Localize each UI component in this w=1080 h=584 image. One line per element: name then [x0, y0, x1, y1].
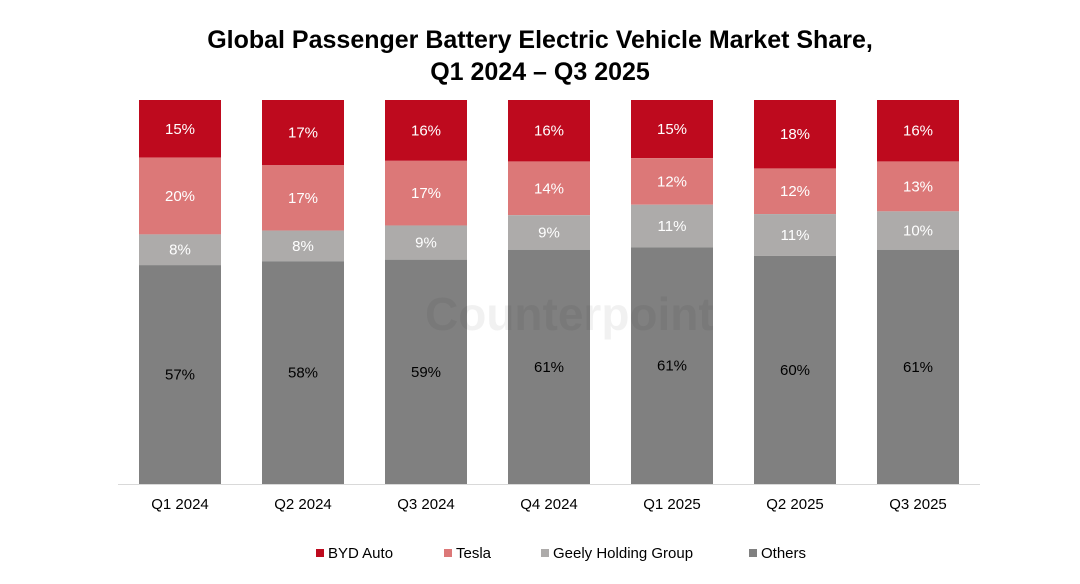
data-label: 15%	[657, 121, 687, 138]
x-tick-label: Q4 2024	[520, 496, 578, 513]
data-label: 16%	[534, 123, 564, 140]
data-label: 61%	[903, 359, 933, 376]
bar-segment-geely-holding-group	[262, 230, 344, 262]
legend-swatch	[316, 549, 324, 557]
data-label: 10%	[903, 223, 933, 240]
bar-segment-tesla	[508, 161, 590, 216]
data-label: 14%	[534, 180, 564, 197]
data-label: 20%	[165, 188, 195, 205]
data-label: 57%	[165, 367, 195, 384]
data-label: 9%	[538, 224, 560, 241]
data-label: 9%	[415, 235, 437, 252]
x-tick-label: Q2 2024	[274, 496, 332, 513]
bar-segment-geely-holding-group	[754, 214, 836, 256]
data-label: 17%	[288, 190, 318, 207]
bar-segment-tesla	[877, 161, 959, 212]
bar-segment-geely-holding-group	[508, 215, 590, 250]
bar-segment-tesla	[385, 160, 467, 226]
bar-segment-others	[754, 255, 836, 484]
data-label: 12%	[657, 173, 687, 190]
data-label: 8%	[169, 242, 191, 259]
bar-segment-tesla	[631, 158, 713, 205]
bar-segment-byd-auto	[139, 100, 221, 158]
data-label: 17%	[411, 185, 441, 202]
bar-segment-geely-holding-group	[631, 204, 713, 248]
bar-segment-byd-auto	[508, 100, 590, 162]
x-tick-label: Q3 2024	[397, 496, 455, 513]
data-label: 15%	[165, 121, 195, 138]
bar-segment-byd-auto	[262, 100, 344, 166]
bar-segment-byd-auto	[877, 100, 959, 162]
data-label: 61%	[534, 359, 564, 376]
x-tick-label: Q3 2025	[889, 496, 947, 513]
data-label: 61%	[657, 358, 687, 375]
bar-segment-others	[508, 249, 590, 484]
data-label: 58%	[288, 365, 318, 382]
bar-segment-others	[877, 249, 959, 484]
chart-title: Global Passenger Battery Electric Vehicl…	[207, 26, 873, 54]
data-label: 11%	[658, 218, 687, 235]
data-label: 11%	[781, 227, 810, 244]
bar-segment-geely-holding-group	[877, 211, 959, 250]
bar-segment-tesla	[262, 165, 344, 231]
legend-label: Geely Holding Group	[553, 545, 693, 562]
data-label: 13%	[903, 178, 933, 195]
legend-label: Tesla	[456, 545, 492, 562]
data-label: 12%	[780, 183, 810, 200]
bar-segment-geely-holding-group	[385, 225, 467, 260]
watermark-logo: Counterpoint	[425, 288, 714, 340]
bar-segment-byd-auto	[631, 100, 713, 159]
bar-segment-others	[385, 259, 467, 484]
legend-swatch	[749, 549, 757, 557]
legend-label: Others	[761, 545, 806, 562]
legend-label: BYD Auto	[328, 545, 393, 562]
data-label: 16%	[411, 122, 441, 139]
data-label: 8%	[292, 238, 314, 255]
bar-segment-tesla	[754, 168, 836, 215]
data-label: 16%	[903, 123, 933, 140]
x-tick-label: Q1 2024	[151, 496, 209, 513]
bar-segment-byd-auto	[754, 100, 836, 169]
x-tick-label: Q2 2025	[766, 496, 824, 513]
x-tick-label: Q1 2025	[643, 496, 701, 513]
data-label: 18%	[780, 126, 810, 143]
bar-segment-tesla	[139, 157, 221, 235]
data-label: 60%	[780, 362, 810, 379]
bar-segment-others	[139, 265, 221, 484]
bar-segment-others	[631, 247, 713, 484]
legend-swatch	[541, 549, 549, 557]
data-label: 59%	[411, 364, 441, 381]
bar-segment-others	[262, 261, 344, 484]
legend-swatch	[444, 549, 452, 557]
bar-segment-byd-auto	[385, 100, 467, 161]
data-label: 17%	[288, 125, 318, 142]
bar-segment-geely-holding-group	[139, 234, 221, 266]
chart-title-line2: Q1 2024 – Q3 2025	[430, 58, 650, 86]
